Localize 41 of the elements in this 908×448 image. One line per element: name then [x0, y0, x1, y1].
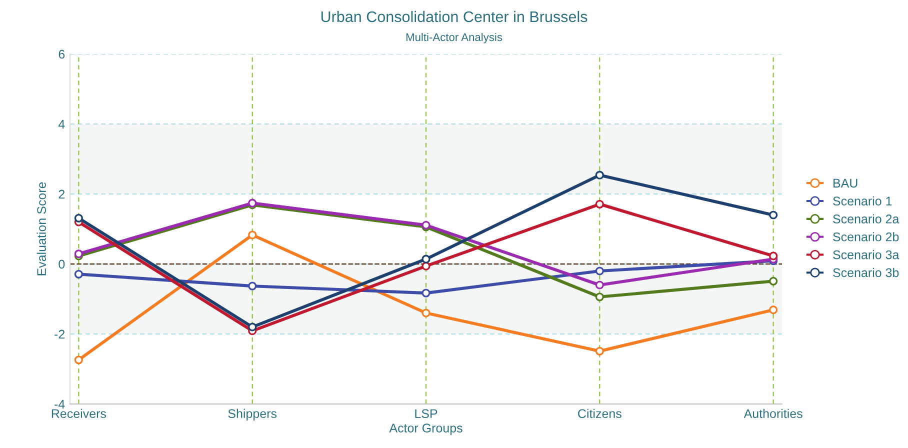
point — [248, 282, 257, 290]
point — [595, 292, 604, 302]
legend-label: Scenario 2b — [833, 232, 899, 242]
legend-label: BAU — [834, 178, 858, 188]
point — [769, 306, 778, 314]
y-axis-title: Evaluation Score — [36, 182, 46, 276]
x-axis-title: Actor Groups — [389, 424, 462, 435]
legend-label: Scenario 2a — [833, 214, 900, 224]
point — [422, 254, 430, 264]
x-tick-label: Shippers — [228, 408, 277, 421]
y-tick-label: 0 — [58, 260, 65, 269]
point — [74, 270, 83, 278]
point — [422, 288, 430, 298]
point — [248, 230, 257, 240]
y-tick-label: 6 — [58, 50, 65, 59]
y-tick-label: -4 — [54, 400, 65, 409]
point — [769, 276, 778, 286]
x-tick-label: LSP — [415, 409, 438, 418]
point — [595, 266, 604, 276]
point — [595, 170, 604, 180]
point — [595, 280, 604, 290]
x-tick-label: Receivers — [52, 408, 106, 418]
legend-label: Scenario 3a — [833, 250, 900, 260]
point — [74, 356, 83, 364]
point — [74, 214, 83, 222]
point — [595, 346, 604, 356]
chart-title: Urban Consolidation Center in Brussels — [321, 10, 588, 22]
point — [769, 252, 778, 260]
x-tick-label: Authorities — [744, 408, 802, 418]
legend-label: Scenario 1 — [833, 196, 892, 206]
point — [422, 308, 430, 318]
point — [595, 200, 604, 208]
chart-subtitle: Multi-Actor Analysis — [406, 32, 502, 44]
point — [248, 322, 257, 332]
legend-label: Scenario 3b — [833, 268, 899, 278]
y-tick-label: 2 — [58, 190, 65, 199]
point — [769, 210, 778, 220]
y-tick-label: 4 — [58, 120, 65, 129]
point — [422, 262, 430, 270]
x-tick-label: Citizens — [578, 408, 622, 418]
y-tick-label: -2 — [54, 330, 65, 339]
